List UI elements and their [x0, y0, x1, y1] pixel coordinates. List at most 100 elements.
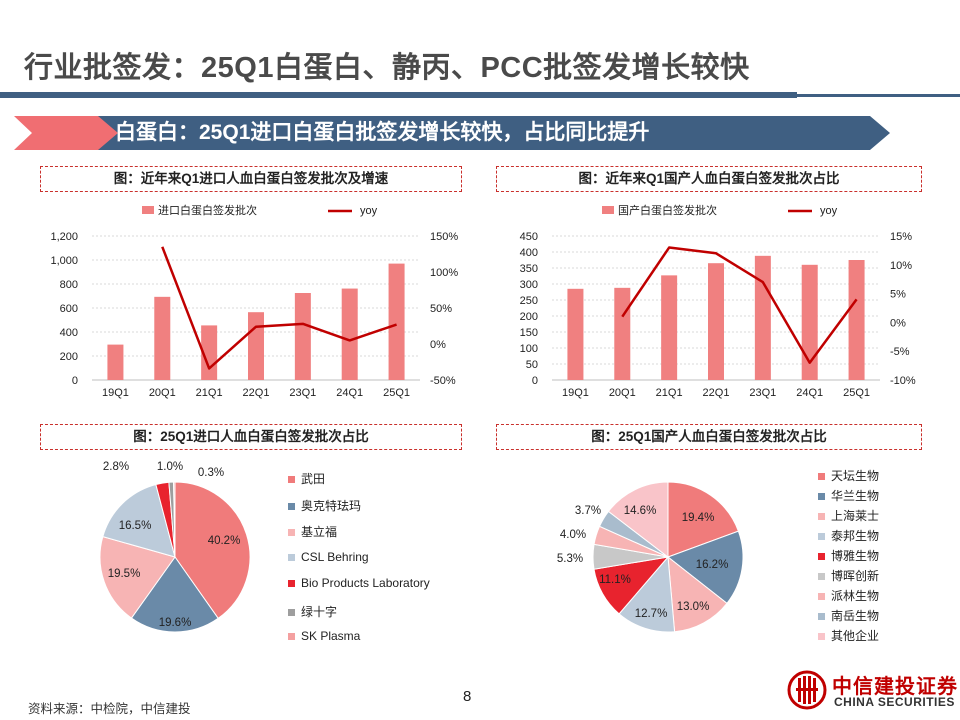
x-tick-label: 21Q1 — [196, 387, 223, 399]
banner-main-shape — [98, 116, 890, 150]
x-tick-label: 19Q1 — [102, 387, 129, 399]
legend: 国产白蛋白签发批次 yoy — [602, 203, 838, 217]
bar-22Q1 — [708, 263, 724, 380]
y-tick-label: 1,200 — [50, 231, 78, 243]
legend-swatch — [818, 633, 825, 641]
brand-name-cn: 中信建投证券 — [832, 676, 958, 698]
chart-title-domestic-bar: 图：近年来Q1国产人血白蛋白签发批次占比 — [496, 166, 922, 192]
pie-data-label: 2.8% — [103, 461, 129, 473]
y2-tick-label: 5% — [890, 289, 906, 301]
page-number: 8 — [463, 688, 472, 705]
bar-23Q1 — [294, 293, 311, 380]
legend-label: 绿十字 — [301, 604, 338, 619]
y-tick-label: 200 — [520, 311, 538, 323]
y2-tick-label: 100% — [430, 267, 458, 279]
legend-label-bar: 进口白蛋白签发批次 — [158, 203, 257, 217]
pie-data-label: 40.2% — [208, 535, 241, 547]
x-tick-label: 22Q1 — [243, 387, 270, 399]
bar-25Q1 — [848, 260, 865, 380]
x-tick-label: 24Q1 — [336, 387, 363, 399]
legend-label: 上海莱士 — [831, 509, 880, 523]
legend-swatch — [818, 533, 825, 541]
legend-swatch — [818, 573, 825, 581]
brand-name-en: CHINA SECURITIES — [834, 695, 955, 709]
legend: 进口白蛋白签发批次 yoy — [142, 203, 378, 217]
legend-label: 天坛生物 — [831, 469, 880, 483]
import-pie-legend: 武田 奥克特珐玛 基立福 CSL Behring Bio Products Labora… — [288, 470, 430, 656]
import-pie-chart: 40.2% 19.6% 19.5% 16.5% 2.8% 1.0% 0.3% — [99, 461, 251, 633]
y2-tick-label: 0% — [890, 317, 906, 329]
legend-item: 派林生物 — [818, 587, 879, 607]
legend-swatch — [288, 633, 295, 641]
legend-swatch-bar — [602, 206, 614, 214]
bar-21Q1 — [661, 275, 678, 380]
legend-swatch — [288, 553, 295, 561]
pie-data-label: 12.7% — [635, 608, 668, 620]
bar-19Q1 — [107, 344, 124, 380]
legend-swatch — [818, 513, 825, 521]
legend-item: 其他企业 — [818, 627, 879, 647]
pie-data-label: 4.0% — [560, 529, 586, 541]
x-tick-label: 20Q1 — [609, 387, 636, 399]
legend-swatch-bar — [142, 206, 154, 214]
chart-title-import-pie: 图：25Q1进口人血白蛋白签发批次占比 — [40, 424, 462, 450]
legend-item: 武田 — [288, 470, 430, 497]
pie-data-label: 16.5% — [119, 520, 152, 532]
chart-title-import-bar: 图：近年来Q1进口人血白蛋白签发批次及增速 — [40, 166, 462, 192]
y-tick-label: 400 — [520, 247, 538, 259]
legend-label: CSL Behring — [301, 549, 369, 564]
pie-data-label: 3.7% — [575, 505, 601, 517]
legend-label: 泰邦生物 — [831, 529, 880, 543]
legend-swatch — [818, 593, 825, 601]
y-tick-label: 400 — [60, 327, 78, 339]
pie-data-label: 11.1% — [599, 574, 631, 586]
legend-item: 博晖创新 — [818, 567, 879, 587]
legend-label: 派林生物 — [831, 589, 880, 603]
legend-label: Bio Products Laboratory — [301, 576, 430, 590]
y-tick-label: 150 — [520, 327, 538, 339]
banner-left-shape — [14, 116, 126, 150]
legend-item: SK Plasma — [288, 629, 430, 656]
domestic-pie-chart: 19.4% 16.2% 13.0% 12.7% 11.1% 5.3% 4.0% 3.7% 14.… — [557, 481, 744, 633]
x-tick-label: 24Q1 — [796, 387, 823, 399]
x-tick-label: 21Q1 — [656, 387, 683, 399]
legend-swatch — [288, 502, 295, 510]
bar-25Q1 — [388, 263, 405, 380]
y2-tick-label: -10% — [890, 375, 916, 387]
pie-slice-2 — [667, 555, 728, 633]
legend-swatch — [818, 553, 825, 561]
legend-label: 华兰生物 — [831, 489, 880, 503]
domestic-pie-legend: 天坛生物 华兰生物 上海莱士 泰邦生物 博雅生物 博晖创新 派林生物 南岳生物 其他企业 — [818, 467, 879, 647]
legend-swatch — [288, 529, 295, 537]
y-tick-label: 600 — [60, 303, 78, 315]
pie-slice-0 — [667, 481, 740, 558]
legend-label-line: yoy — [820, 205, 838, 217]
legend-item: 基立福 — [288, 523, 430, 550]
pie-data-label: 0.3% — [198, 467, 224, 479]
bar-24Q1 — [341, 288, 358, 380]
legend-item: 天坛生物 — [818, 467, 879, 487]
y2-tick-label: 0% — [430, 339, 446, 351]
legend-swatch — [818, 473, 825, 481]
y-tick-label: 1,000 — [50, 255, 78, 267]
pie-data-label: 19.4% — [682, 512, 715, 524]
section-title: 白蛋白：25Q1进口白蛋白批签发增长较快，占比同比提升 — [115, 121, 650, 144]
pie-slice-3 — [102, 483, 176, 558]
legend-item: 博雅生物 — [818, 547, 879, 567]
y-tick-label: 0 — [532, 375, 538, 387]
pie-slice-0 — [174, 481, 251, 620]
yoy-line — [161, 246, 397, 370]
pie-slice-1 — [666, 530, 744, 605]
legend-swatch — [288, 608, 295, 616]
import-bar-chart: 进口白蛋白签发批次 yoy 1,200 1,000 800 600 400 200 0 150% 1… — [50, 203, 458, 399]
legend-swatch — [818, 613, 825, 621]
x-tick-label: 23Q1 — [749, 387, 776, 399]
pie-slice-1 — [130, 556, 219, 633]
y-tick-label: 350 — [520, 263, 538, 275]
legend-item: 华兰生物 — [818, 487, 879, 507]
section-banner — [14, 116, 890, 150]
pie-data-label: 16.2% — [696, 559, 729, 571]
brand-logo-icon — [787, 670, 827, 710]
y-tick-label: 450 — [520, 231, 538, 243]
legend-item: 绿十字 — [288, 603, 430, 630]
